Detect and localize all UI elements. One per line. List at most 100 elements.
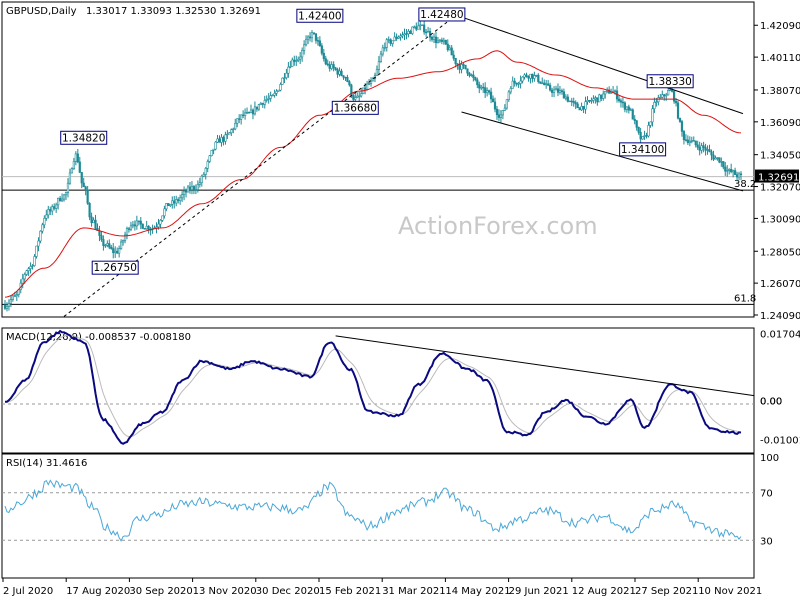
candle-body	[118, 248, 121, 254]
candle-body	[403, 33, 406, 36]
macd-panel-frame	[1, 327, 755, 454]
candle-body	[78, 161, 81, 173]
candle-body	[265, 99, 268, 101]
candle-body	[564, 96, 567, 99]
candle-body	[391, 40, 394, 44]
rsi-tick-label: 100	[760, 453, 779, 464]
candle-body	[159, 220, 162, 225]
candle-body	[413, 26, 416, 28]
candle-body	[21, 278, 24, 284]
price-tick-label: 1.28050	[760, 247, 800, 258]
candle-body	[157, 223, 160, 228]
candle-body	[452, 54, 455, 59]
candle-body	[472, 74, 475, 78]
candle-body	[336, 69, 339, 75]
candle-body	[686, 139, 689, 143]
candle-body	[444, 39, 447, 45]
candle-body	[293, 59, 296, 62]
candle-body	[216, 138, 219, 143]
macd-tick-label: 0.00	[760, 396, 782, 407]
candle-body	[27, 268, 30, 271]
candle-body	[23, 274, 26, 280]
candle-body	[501, 110, 504, 116]
candle-body	[287, 66, 290, 74]
candle-body	[312, 32, 316, 34]
candle-body	[179, 197, 182, 202]
candle-body	[190, 186, 194, 191]
candle-body	[238, 118, 241, 120]
candle-body	[304, 38, 308, 46]
candle-body	[466, 68, 469, 74]
candle-body	[196, 184, 199, 190]
candle-body	[419, 24, 422, 27]
candle-body	[360, 93, 363, 97]
macd-title: MACD(12,26,9) -0.008537 -0.008180	[6, 332, 191, 343]
time-tick-label: 10 Nov 2021	[698, 586, 762, 597]
ohlc-label: 1.33017 1.33093 1.32530 1.32691	[86, 6, 261, 17]
candle-body	[283, 77, 286, 79]
candle-body	[592, 98, 595, 101]
candle-body	[580, 106, 583, 111]
candle-body	[267, 98, 270, 100]
candle-body	[194, 189, 197, 191]
candle-body	[80, 172, 83, 184]
candle-body	[167, 203, 170, 206]
candle-body	[33, 256, 36, 266]
candle-body	[672, 91, 676, 102]
candle-body	[739, 173, 743, 175]
candle-body	[43, 217, 46, 226]
candle-body	[104, 244, 107, 247]
candle-body	[232, 128, 235, 131]
candle-body	[125, 228, 129, 236]
candle-body	[629, 109, 632, 111]
candle-body	[257, 104, 260, 110]
candle-body	[68, 172, 72, 184]
annotation-box	[91, 260, 139, 275]
candle-body	[314, 33, 318, 41]
candle-body	[72, 161, 75, 169]
candle-body	[635, 120, 638, 128]
candle-body	[397, 36, 400, 39]
candle-body	[66, 182, 70, 193]
candle-body	[503, 107, 506, 111]
price-tick-label: 1.24090	[760, 311, 800, 322]
candle-body	[110, 246, 113, 249]
watermark: ActionForex.com	[398, 212, 598, 240]
fib-label: 61.8	[734, 293, 756, 304]
candle-body	[521, 76, 524, 82]
candle-body	[523, 74, 526, 78]
time-tick-label: 29 Jun 2021	[509, 586, 569, 597]
price-annotation: 1.26750	[91, 260, 139, 275]
candle-body	[639, 131, 642, 140]
candle-body	[590, 100, 593, 102]
candle-body	[102, 239, 105, 246]
candle-body	[383, 47, 386, 49]
candle-body	[659, 96, 662, 99]
candle-body	[586, 99, 589, 102]
candle-body	[704, 147, 707, 151]
candle-body	[393, 36, 396, 42]
candle-body	[710, 151, 713, 156]
candle-body	[450, 47, 453, 56]
candle-body	[381, 47, 384, 55]
candle-body	[86, 189, 89, 204]
candle-body	[513, 80, 516, 84]
candle-body	[547, 83, 550, 86]
current-price-box	[755, 169, 799, 183]
candle-body	[318, 40, 321, 46]
sma-line	[4, 50, 742, 298]
candle-body	[242, 114, 245, 116]
annotation-box	[296, 8, 344, 23]
candle-body	[464, 64, 467, 70]
candle-body	[665, 94, 668, 97]
candle-body	[279, 84, 282, 91]
candle-body	[680, 121, 684, 132]
candle-body	[696, 144, 699, 148]
candle-body	[732, 170, 735, 173]
candle-body	[722, 161, 725, 168]
candle-body	[356, 95, 359, 98]
annotation-box	[60, 130, 108, 145]
candle-body	[661, 94, 664, 98]
candle-body	[173, 200, 176, 204]
